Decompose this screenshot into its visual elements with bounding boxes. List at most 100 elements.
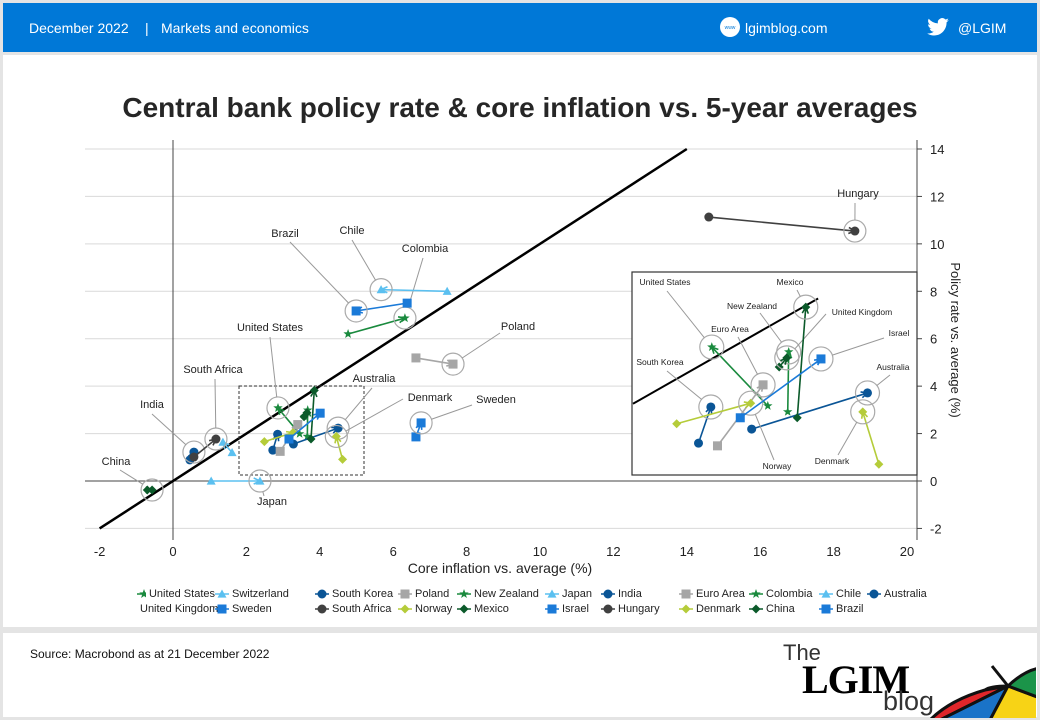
legend-marker-square-icon	[398, 589, 412, 598]
data-label-hungary: Hungary	[837, 188, 879, 200]
data-label-india: India	[140, 399, 165, 411]
header-separator: |	[145, 20, 149, 36]
japan-arrowhead	[659, 510, 665, 516]
x-tick-label: 8	[463, 544, 470, 559]
data-label-denmark: Denmark	[815, 456, 850, 466]
legend-marker-circle-icon	[601, 604, 615, 613]
data-label-japan: Japan	[257, 496, 287, 508]
marker-square	[416, 418, 426, 428]
legend-marker-circle-icon	[867, 589, 881, 598]
legend-item-mexico: Mexico	[457, 602, 545, 615]
umbrella-icon	[930, 665, 1036, 718]
india-arrowhead	[489, 447, 495, 454]
data-label-euro-area: Euro Area	[711, 324, 749, 334]
svg-text:www: www	[725, 25, 736, 31]
south-africa-arrow-line	[193, 438, 217, 458]
legend-label: India	[618, 587, 642, 600]
legend-marker-triangle-icon	[215, 589, 229, 598]
marker-circle	[317, 604, 327, 613]
data-label-poland: Poland	[501, 321, 535, 333]
leader-line-brazil	[289, 241, 349, 304]
data-label-south-africa: South Africa	[183, 364, 243, 376]
header-website-link[interactable]: lgimblog.com	[745, 20, 828, 36]
marker-star	[302, 431, 312, 441]
marker-square	[547, 604, 557, 613]
marker-circle	[869, 589, 879, 598]
legend-item-denmark: Denmark	[679, 602, 749, 615]
united-states-arrow-line	[277, 407, 301, 435]
data-label-united-kingdom: United Kingdom	[832, 307, 892, 317]
south-korea-arrow-line	[697, 406, 712, 444]
legend-label: United Kingdom	[140, 602, 219, 615]
colombia-arrow-line	[347, 317, 406, 335]
marker-circle	[547, 413, 556, 422]
series-japan	[535, 509, 670, 517]
highlight-circle-hungary	[843, 219, 867, 243]
legend-marker-square-icon	[679, 589, 693, 598]
series-denmark	[331, 431, 348, 464]
marker-circle	[317, 589, 327, 598]
legend-item-china: China	[749, 602, 819, 615]
marker-circle	[747, 424, 757, 434]
series-israel	[284, 408, 325, 444]
legend-label: Sweden	[232, 602, 272, 615]
y-tick-label: 8	[930, 284, 937, 299]
marker-circle	[603, 604, 613, 613]
series-mexico	[792, 302, 811, 423]
x-tick-label: 6	[390, 544, 397, 559]
leader-line-norway	[754, 414, 775, 461]
marker-star	[459, 588, 469, 598]
inset-series-group: United States South Korea New Zealand Euro …	[369, 78, 1040, 538]
series-china	[369, 529, 390, 538]
source-note: Source: Macrobond as at 21 December 2022	[30, 647, 270, 661]
marker-diamond	[259, 437, 269, 447]
marker-triangle	[661, 509, 670, 517]
mexico-arrow-line	[796, 307, 807, 418]
marker-triangle	[227, 448, 237, 457]
legend-label: Denmark	[696, 602, 741, 615]
legend-label: Brazil	[836, 602, 864, 615]
legend-marker-diamond-icon	[398, 604, 412, 613]
x-tick-label: 16	[753, 544, 767, 559]
header-twitter-handle[interactable]: @LGIM	[958, 20, 1007, 36]
marker-square	[411, 353, 421, 363]
leader-line-united-states	[269, 336, 278, 398]
legend-marker-triangle-icon	[819, 589, 833, 598]
highlight-circle-israel	[808, 346, 834, 372]
marker-square	[411, 432, 421, 442]
data-label-brazil: Brazil	[271, 228, 299, 240]
legend-item-united-states: United States	[137, 587, 215, 600]
legend-item-sweden: Sweden	[215, 602, 315, 615]
highlight-circle-united-states	[266, 396, 290, 420]
marker-circle	[490, 454, 499, 463]
legend-marker-square-icon	[215, 604, 229, 613]
marker-square	[735, 413, 745, 423]
legend-label: China	[766, 602, 795, 615]
twitter-bird-icon[interactable]	[927, 18, 949, 36]
x-tick-label: 0	[169, 544, 176, 559]
legend-marker-circle-icon	[315, 589, 329, 598]
x-tick-label: 20	[900, 544, 914, 559]
leader-line-united-states	[666, 290, 705, 338]
x-tick-label: 12	[606, 544, 620, 559]
marker-triangle	[376, 285, 386, 294]
australia-arrow-line	[293, 427, 339, 445]
marker-circle	[603, 589, 613, 598]
series-switzerland	[565, 420, 598, 452]
series-united-states	[273, 403, 305, 438]
chile-arrow-line	[979, 78, 1040, 82]
lgim-blog-logo[interactable]: The LGIM blog	[780, 638, 1036, 718]
legend-item-colombia: Colombia	[749, 587, 819, 600]
china-arrowhead	[380, 531, 386, 537]
legend-item-chile: Chile	[819, 587, 867, 600]
header-category[interactable]: Markets and economics	[161, 20, 309, 36]
legend-label: Hungary	[618, 602, 660, 615]
series-colombia	[343, 313, 410, 338]
inset-reference-line	[632, 297, 819, 405]
brazil-arrow-line	[356, 302, 408, 312]
highlight-circle-japan	[248, 469, 272, 493]
x-axis-label: Core inflation vs. average (%)	[408, 560, 592, 576]
marker-circle	[694, 438, 704, 448]
highlight-circle-china	[140, 478, 164, 502]
